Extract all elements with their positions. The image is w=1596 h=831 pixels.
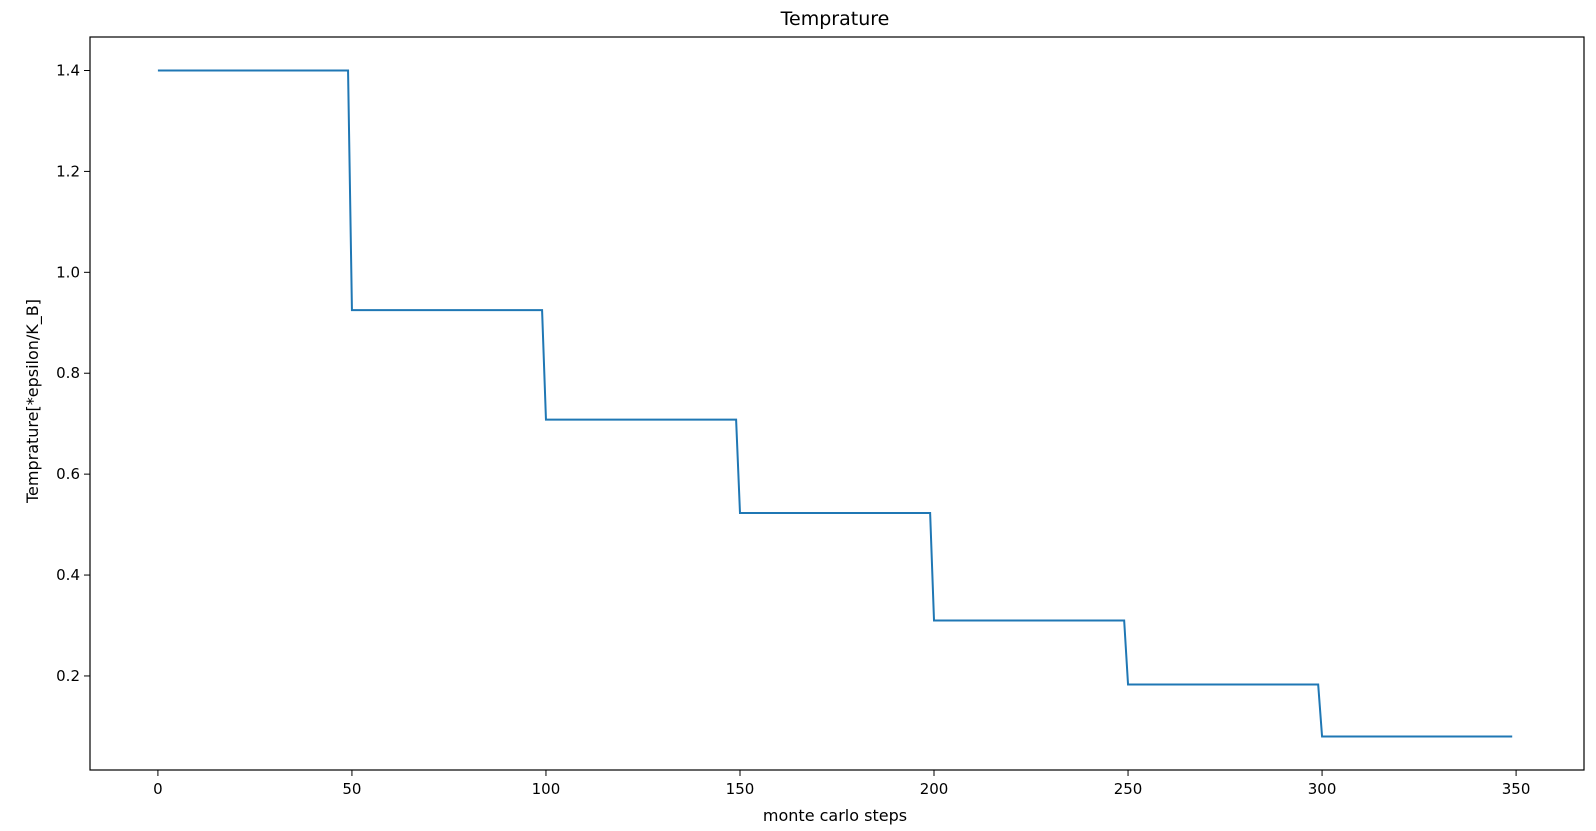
x-tick-label: 350 bbox=[1502, 780, 1531, 798]
y-tick-label: 1.0 bbox=[56, 263, 80, 281]
plot-area bbox=[157, 69, 1513, 738]
x-tick-label: 100 bbox=[532, 780, 561, 798]
temperature-series-line bbox=[157, 69, 1513, 738]
x-axis-label: monte carlo steps bbox=[763, 806, 907, 825]
y-tick-label: 0.8 bbox=[56, 364, 80, 382]
x-tick-label: 200 bbox=[920, 780, 949, 798]
x-axis: 0 50 100 150 200 250 300 350 bbox=[153, 770, 1530, 798]
y-axis: 0.2 0.4 0.6 0.8 1.0 1.2 1.4 bbox=[56, 62, 90, 685]
y-tick-label: 0.6 bbox=[56, 465, 80, 483]
y-tick-label: 0.2 bbox=[56, 667, 80, 685]
x-tick-label: 250 bbox=[1114, 780, 1143, 798]
y-tick-label: 1.2 bbox=[56, 162, 80, 180]
x-tick-label: 150 bbox=[726, 780, 755, 798]
x-tick-label: 300 bbox=[1308, 780, 1337, 798]
y-tick-label: 1.4 bbox=[56, 62, 80, 80]
y-axis-label: Temprature[*epsilon/K_B] bbox=[23, 299, 43, 504]
axes-frame bbox=[89, 36, 1585, 771]
x-tick-label: 0 bbox=[153, 780, 163, 798]
y-tick-label: 0.4 bbox=[56, 566, 80, 584]
x-tick-label: 50 bbox=[342, 780, 361, 798]
chart-title: Temprature bbox=[780, 8, 890, 30]
